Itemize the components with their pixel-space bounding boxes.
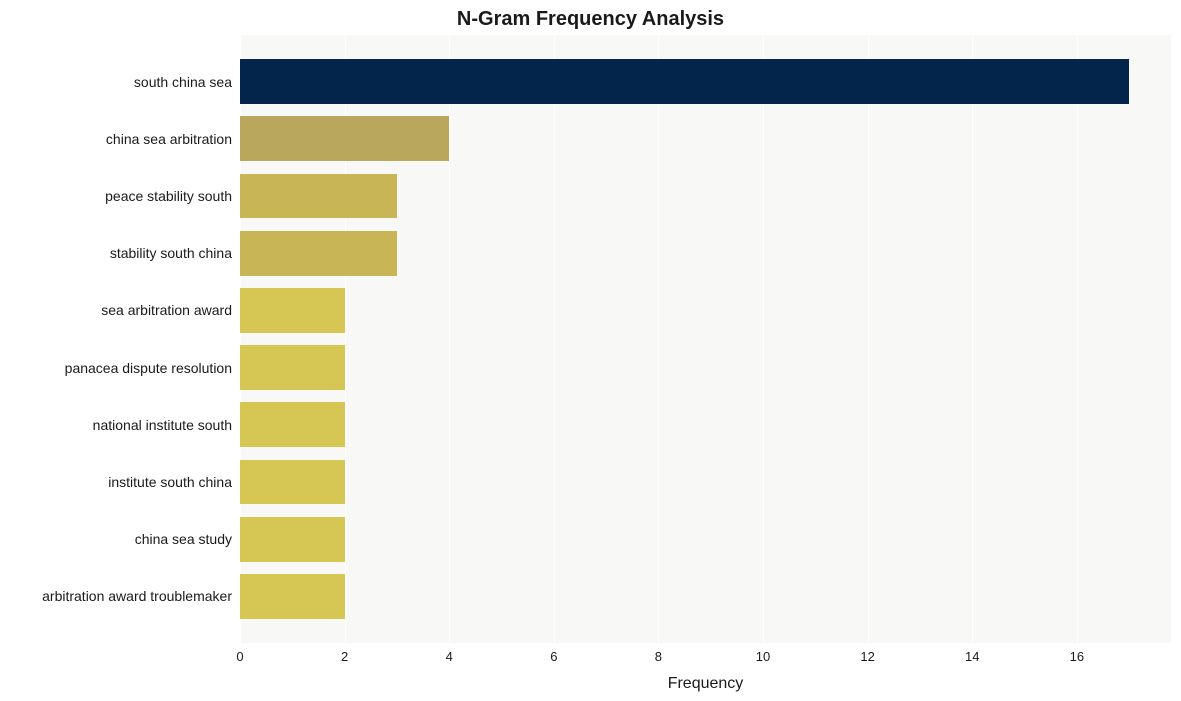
bar [240,345,345,390]
x-tick-label: 16 [1070,643,1084,664]
grid-line [763,35,764,643]
y-tick-label: national institute south [93,417,240,433]
chart-title: N-Gram Frequency Analysis [0,8,1181,31]
x-tick-label: 12 [860,643,874,664]
plot-area: Frequency 0246810121416south china seach… [240,35,1171,643]
y-tick-label: peace stability south [105,188,240,204]
grid-line [972,35,973,643]
x-axis-title: Frequency [240,675,1171,693]
x-tick-label: 4 [446,643,453,664]
y-tick-label: stability south china [110,245,240,261]
bar [240,59,1129,104]
x-tick-label: 2 [341,643,348,664]
y-tick-label: institute south china [108,474,240,490]
y-tick-label: arbitration award troublemaker [42,588,240,604]
y-tick-label: sea arbitration award [101,302,240,318]
grid-line [868,35,869,643]
y-tick-label: china sea arbitration [106,131,240,147]
bar [240,460,345,505]
x-tick-label: 10 [756,643,770,664]
grid-line [449,35,450,643]
bar [240,574,345,619]
grid-line [658,35,659,643]
y-tick-label: china sea study [135,531,240,547]
bar [240,231,397,276]
x-tick-label: 8 [655,643,662,664]
grid-line [554,35,555,643]
y-tick-label: south china sea [134,74,240,90]
bar [240,174,397,219]
bar [240,402,345,447]
y-tick-label: panacea dispute resolution [65,360,240,376]
x-tick-label: 14 [965,643,979,664]
bar [240,288,345,333]
x-tick-label: 0 [236,643,243,664]
x-tick-label: 6 [550,643,557,664]
bar [240,116,449,161]
bar [240,517,345,562]
grid-line [1077,35,1078,643]
ngram-frequency-chart: N-Gram Frequency Analysis Frequency 0246… [0,0,1181,701]
